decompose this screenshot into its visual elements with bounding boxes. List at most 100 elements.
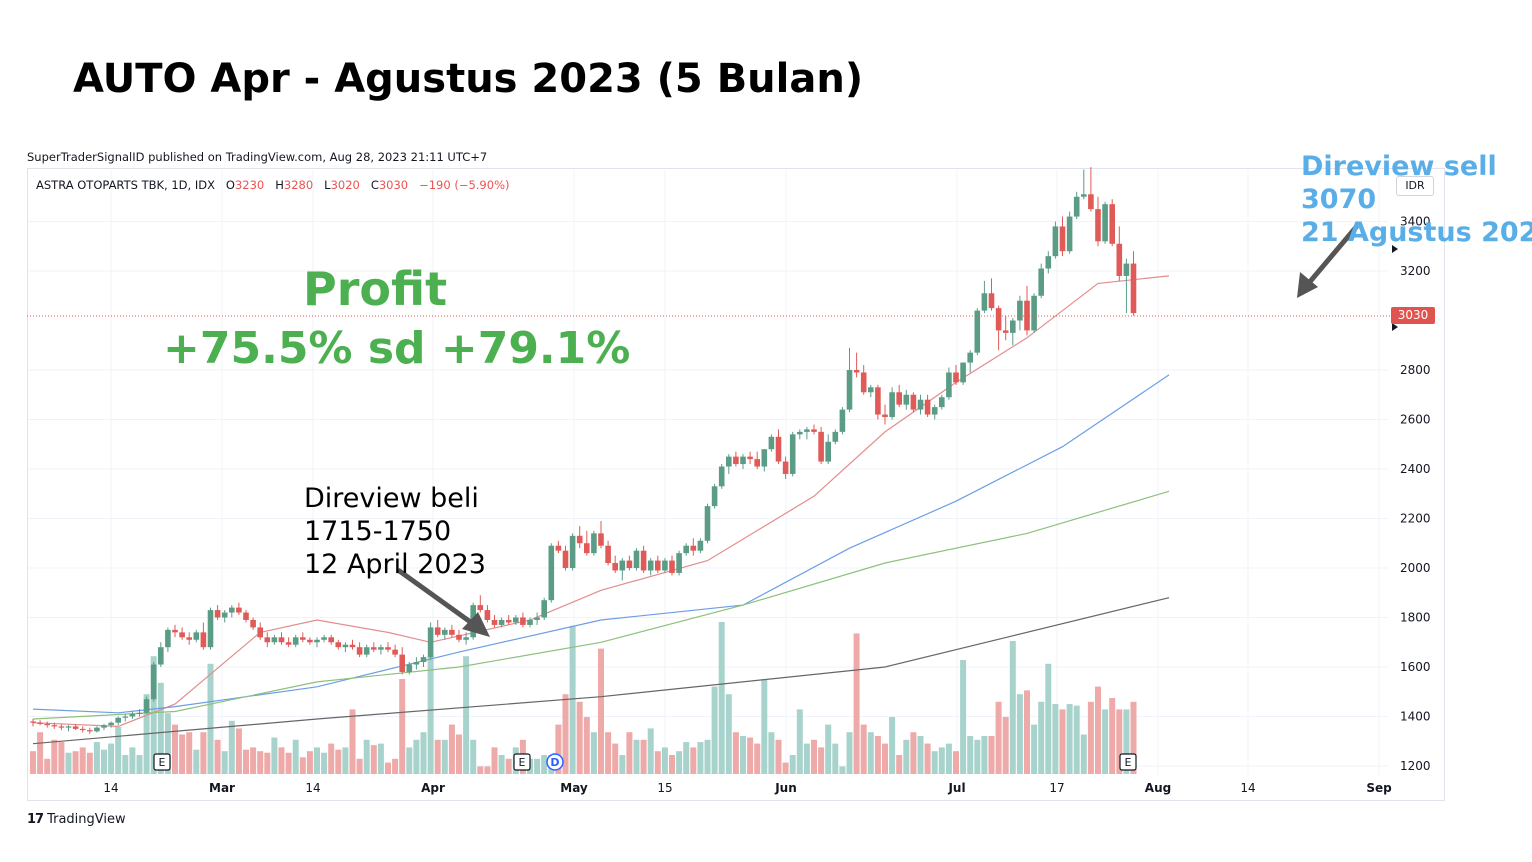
volume-bar <box>598 648 604 774</box>
candle-body <box>229 607 235 613</box>
candle-body <box>399 654 405 672</box>
candle-body <box>1095 209 1101 242</box>
candle-body <box>51 725 58 727</box>
chart-frame <box>27 168 1445 801</box>
candle-body <box>122 716 129 718</box>
volume-bar <box>505 758 512 774</box>
price-tick-label: 2600 <box>1400 413 1431 427</box>
candle-body <box>477 605 484 611</box>
candle-body <box>697 540 704 551</box>
candle-body <box>321 637 327 640</box>
volume-bar <box>661 747 668 774</box>
volume-bar <box>690 747 697 774</box>
candle-body <box>1102 204 1108 242</box>
volume-bar <box>292 739 299 774</box>
volume-bar <box>818 747 825 774</box>
volume-bar <box>463 656 470 774</box>
volume-bar <box>193 749 200 774</box>
time-tick-label: Jul <box>947 781 965 795</box>
candle-body <box>158 647 164 665</box>
volume-bar <box>775 739 782 774</box>
sell-arrow-head <box>1297 272 1318 298</box>
volume-bar <box>867 732 874 774</box>
volume-bar <box>1102 709 1109 774</box>
candle-body <box>626 560 633 568</box>
volume-bar <box>647 728 654 774</box>
volume-bar <box>228 720 235 774</box>
volume-bar <box>498 755 505 774</box>
candle-body <box>839 409 846 432</box>
candle-body <box>129 714 136 717</box>
volume-bar <box>470 739 477 774</box>
volume-bar <box>448 724 455 774</box>
candle-body <box>527 619 533 625</box>
candle-body <box>768 436 775 450</box>
volume-bar <box>924 743 931 774</box>
candle-body <box>782 461 789 474</box>
candle-body <box>1066 216 1073 252</box>
ma-line-100 <box>32 490 1170 720</box>
volume-bar <box>768 732 775 774</box>
volume-bar <box>1087 701 1094 774</box>
sell-note-line: Direview sell <box>1301 151 1497 182</box>
candle-body <box>200 632 207 648</box>
tradingview-logo[interactable]: 17 TradingView <box>27 812 126 827</box>
candle-body <box>363 647 370 655</box>
volume-bar <box>1123 709 1130 774</box>
volume-bar <box>122 755 129 774</box>
candle-body <box>598 533 604 546</box>
volume-bar <box>385 762 391 774</box>
candle-body <box>953 372 959 383</box>
volume-bar <box>363 739 370 774</box>
volume-bar <box>235 728 242 774</box>
symbol-name: ASTRA OTOPARTS TBK, 1D, IDX <box>36 178 215 192</box>
candle-body <box>392 649 398 655</box>
volume-bar <box>619 755 626 774</box>
volume-bar <box>1130 701 1137 774</box>
currency-button[interactable]: IDR <box>1396 176 1434 196</box>
candle-body <box>974 310 981 353</box>
volume-bar <box>839 766 846 774</box>
volume-bar <box>917 736 924 774</box>
volume-bar <box>456 734 462 774</box>
time-tick-label: 14 <box>305 781 320 795</box>
candle-body <box>576 535 583 544</box>
candle-body <box>662 560 668 571</box>
price-tick-label: 3200 <box>1400 264 1431 278</box>
candle-body <box>747 456 753 460</box>
candle-body <box>676 553 682 573</box>
candle-body <box>683 545 689 554</box>
volume-bar <box>576 701 583 774</box>
buy-note-line: 1715-1750 <box>304 516 452 547</box>
candle-body <box>655 560 661 571</box>
high-label: H <box>275 178 284 192</box>
candle-body <box>44 723 50 726</box>
volume-bar <box>711 686 718 774</box>
candle-body <box>94 727 100 732</box>
candle-body <box>1116 243 1123 276</box>
candle-body <box>534 617 540 620</box>
volume-bar <box>221 751 228 774</box>
low-value: 3020 <box>330 178 360 192</box>
candle-body <box>456 634 462 640</box>
dividend-marker-label: D <box>550 756 559 769</box>
volume-bar <box>761 679 768 774</box>
volume-bar <box>910 732 917 774</box>
sell-note-line: 21 Agustus 2023 <box>1301 217 1532 248</box>
time-tick-label: Sep <box>1366 781 1392 795</box>
candle-body <box>285 642 292 645</box>
volume-bar <box>172 724 178 774</box>
candle-body <box>761 449 768 467</box>
candle-body <box>818 431 824 462</box>
candle-body <box>562 550 569 568</box>
candle-body <box>356 647 363 655</box>
volume-bar <box>945 743 952 774</box>
candle-body <box>434 627 441 635</box>
candle-body <box>193 632 200 640</box>
time-tick-label: 14 <box>103 781 118 795</box>
buy-arrow <box>396 567 478 629</box>
candle-body <box>1017 300 1023 321</box>
candle-body <box>1002 330 1009 333</box>
earnings-marker-label: E <box>159 756 166 769</box>
